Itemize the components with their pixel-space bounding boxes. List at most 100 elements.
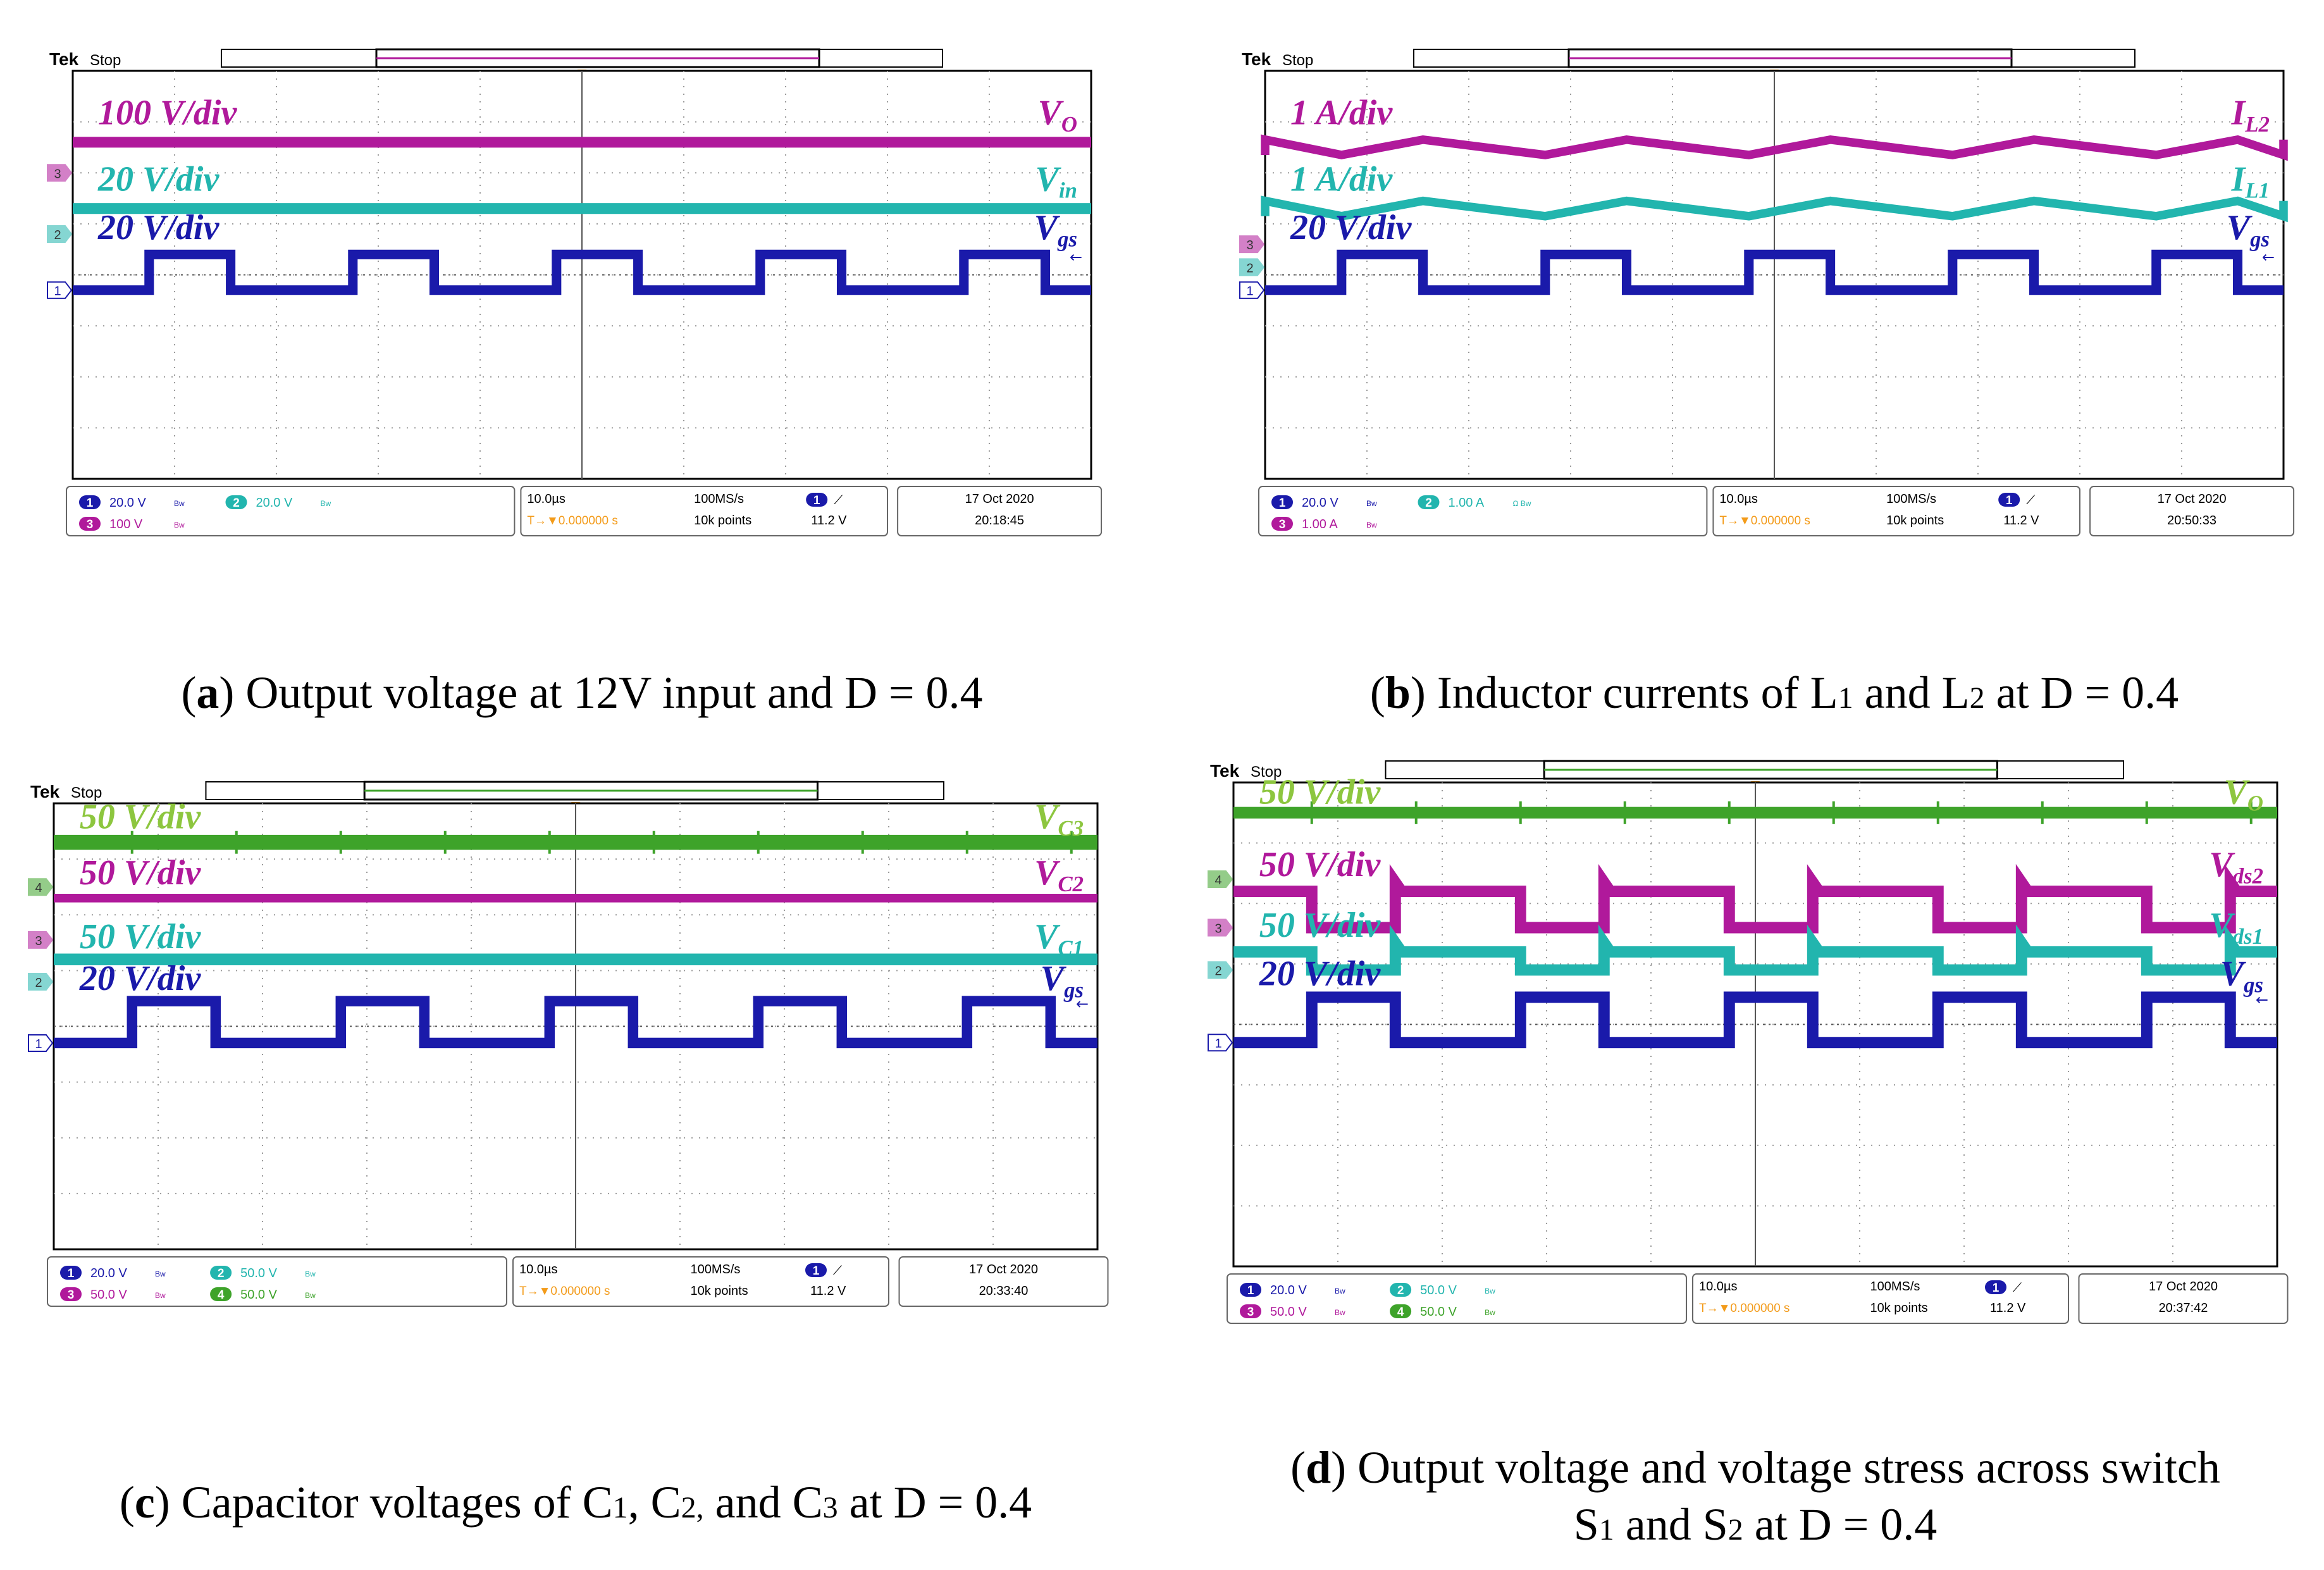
scale-label-gs: 20 V/div	[1290, 208, 1412, 247]
channel-marker-3	[28, 930, 54, 949]
status-channel-number-1: 1	[1247, 1284, 1254, 1297]
status-channel-scale-3: 1.00 A	[1302, 517, 1338, 531]
status-trigger-level: 11.2 V	[811, 514, 847, 528]
status-channel-scale-1: 20.0 V	[1270, 1283, 1307, 1297]
status-channel-badge-4	[210, 1287, 232, 1301]
series-subscript: C2	[1058, 872, 1084, 896]
status-channel-badge-2	[225, 495, 247, 509]
scale-label-gs: 20 V/div	[97, 208, 219, 247]
caption-d-mid: and S	[1614, 1499, 1728, 1550]
series-name: V	[2224, 772, 2251, 812]
series-name: V	[1038, 94, 1065, 133]
status-channel-bw-1: Bw	[155, 1270, 166, 1278]
status-trigger-offset: T→▼0.000000 s	[527, 514, 617, 528]
scale-label-c2: 50 V/div	[80, 853, 201, 893]
series-label-l1: IL1	[2231, 159, 2270, 202]
series-label-gs: Vgs	[1034, 208, 1077, 251]
status-timebase: 10.0µs	[1719, 492, 1757, 506]
status-channel-bw-3: Bw	[155, 1291, 166, 1300]
channel-marker-2	[28, 973, 54, 991]
status-date: 17 Oct 2020	[2158, 492, 2227, 506]
series-name: V	[1034, 917, 1061, 956]
channel-marker-label-2: 2	[35, 976, 42, 990]
status-time: 20:33:40	[979, 1284, 1029, 1298]
caption-d-sub2: 2	[1728, 1513, 1743, 1547]
status-date-box	[898, 1256, 1109, 1307]
status-trigger-source: 1	[2006, 494, 2013, 507]
series-subscript: O	[2247, 791, 2263, 816]
status-record-length: 10k points	[691, 1284, 748, 1298]
channel-marker-label-1: 1	[54, 285, 61, 299]
status-date-box	[897, 486, 1103, 536]
status-timebase-box	[520, 486, 888, 536]
status-channel-badge-1	[79, 495, 101, 509]
status-trigger-source-badge	[806, 493, 828, 507]
status-channel-scale-1: 20.0 V	[90, 1266, 127, 1280]
state-label: Stop	[1251, 763, 1282, 781]
series-name: V	[1034, 798, 1061, 837]
status-channel-scale-3: 50.0 V	[90, 1288, 127, 1302]
scale-label-o: 100 V/div	[98, 94, 237, 133]
status-trigger-offset: T→▼0.000000 s	[1699, 1302, 1789, 1315]
channel-marker-1	[1208, 1034, 1233, 1052]
status-date-box	[2078, 1273, 2289, 1324]
status-time: 20:18:45	[975, 514, 1024, 528]
trace-gs	[1233, 991, 2277, 1049]
series-label-ds2: Vds2	[2209, 845, 2263, 888]
status-trigger-edge: ⟋	[2013, 1280, 2022, 1295]
channel-marker-label-4: 4	[1215, 874, 1221, 887]
status-channel-badge-4	[1390, 1304, 1412, 1318]
status-channel-number-2: 2	[1397, 1284, 1404, 1297]
status-channels-box	[47, 1256, 507, 1307]
series-name: V	[2220, 954, 2247, 993]
caption-d-text1: Output voltage and voltage stress across…	[1357, 1442, 2220, 1493]
caption-d-letter: d	[1306, 1442, 1332, 1493]
status-sample-rate: 100MS/s	[1870, 1280, 1920, 1294]
channel-marker-label-3: 3	[54, 167, 61, 181]
status-channel-number-3: 3	[1247, 1306, 1254, 1319]
caption-d-line2: S1 and S2 at D = 0.4	[1199, 1496, 2312, 1553]
status-sample-rate: 100MS/s	[691, 1263, 741, 1276]
channel-marker-3	[47, 164, 73, 182]
series-name: I	[2231, 94, 2247, 133]
status-trigger-edge: ⟋	[833, 1263, 842, 1278]
status-record-length: 10k points	[1886, 514, 1944, 528]
caption-c-mid2: and C	[703, 1477, 823, 1528]
series-subscript: gs	[1057, 226, 1077, 251]
status-channel-number-3: 3	[87, 518, 94, 531]
status-channel-number-2: 2	[1425, 497, 1432, 510]
status-channel-scale-2: 20.0 V	[256, 496, 293, 510]
status-trigger-source-badge	[1998, 493, 2020, 507]
caption-a-letter: a	[196, 667, 219, 718]
state-label: Stop	[71, 784, 102, 801]
caption-b-sub2: 2	[1969, 681, 1985, 715]
status-trigger-level: 11.2 V	[810, 1284, 846, 1298]
series-name: V	[1034, 853, 1061, 893]
series-subscript: gs	[2243, 973, 2263, 998]
series-label-o: VO	[2224, 772, 2263, 815]
scale-label-c1: 50 V/div	[80, 917, 201, 956]
trace-l2	[1261, 134, 2288, 161]
status-sample-rate: 100MS/s	[1886, 492, 1936, 506]
series-name: I	[2231, 159, 2247, 199]
status-channel-bw-1: Bw	[1335, 1287, 1345, 1295]
series-label-l2: IL2	[2231, 94, 2270, 137]
status-timebase-box	[1712, 486, 2080, 536]
status-channel-bw-3: Bw	[1335, 1308, 1345, 1317]
caption-a-text: Output voltage at 12V input and D = 0.4	[245, 667, 983, 718]
caption-c-letter: c	[134, 1477, 155, 1528]
trigger-level-arrow: ←	[1076, 995, 1089, 1013]
status-time: 20:50:33	[2167, 514, 2216, 528]
series-subscript: L2	[2244, 112, 2270, 137]
scale-label-l1: 1 A/div	[1290, 159, 1393, 199]
brand-label: Tek	[49, 49, 79, 69]
status-trigger-edge: ⟋	[2026, 492, 2035, 507]
series-label-gs: Vgs	[2227, 208, 2270, 251]
status-channel-number-1: 1	[1279, 497, 1286, 510]
status-date: 17 Oct 2020	[965, 492, 1034, 506]
status-channels-box	[1227, 1273, 1687, 1324]
